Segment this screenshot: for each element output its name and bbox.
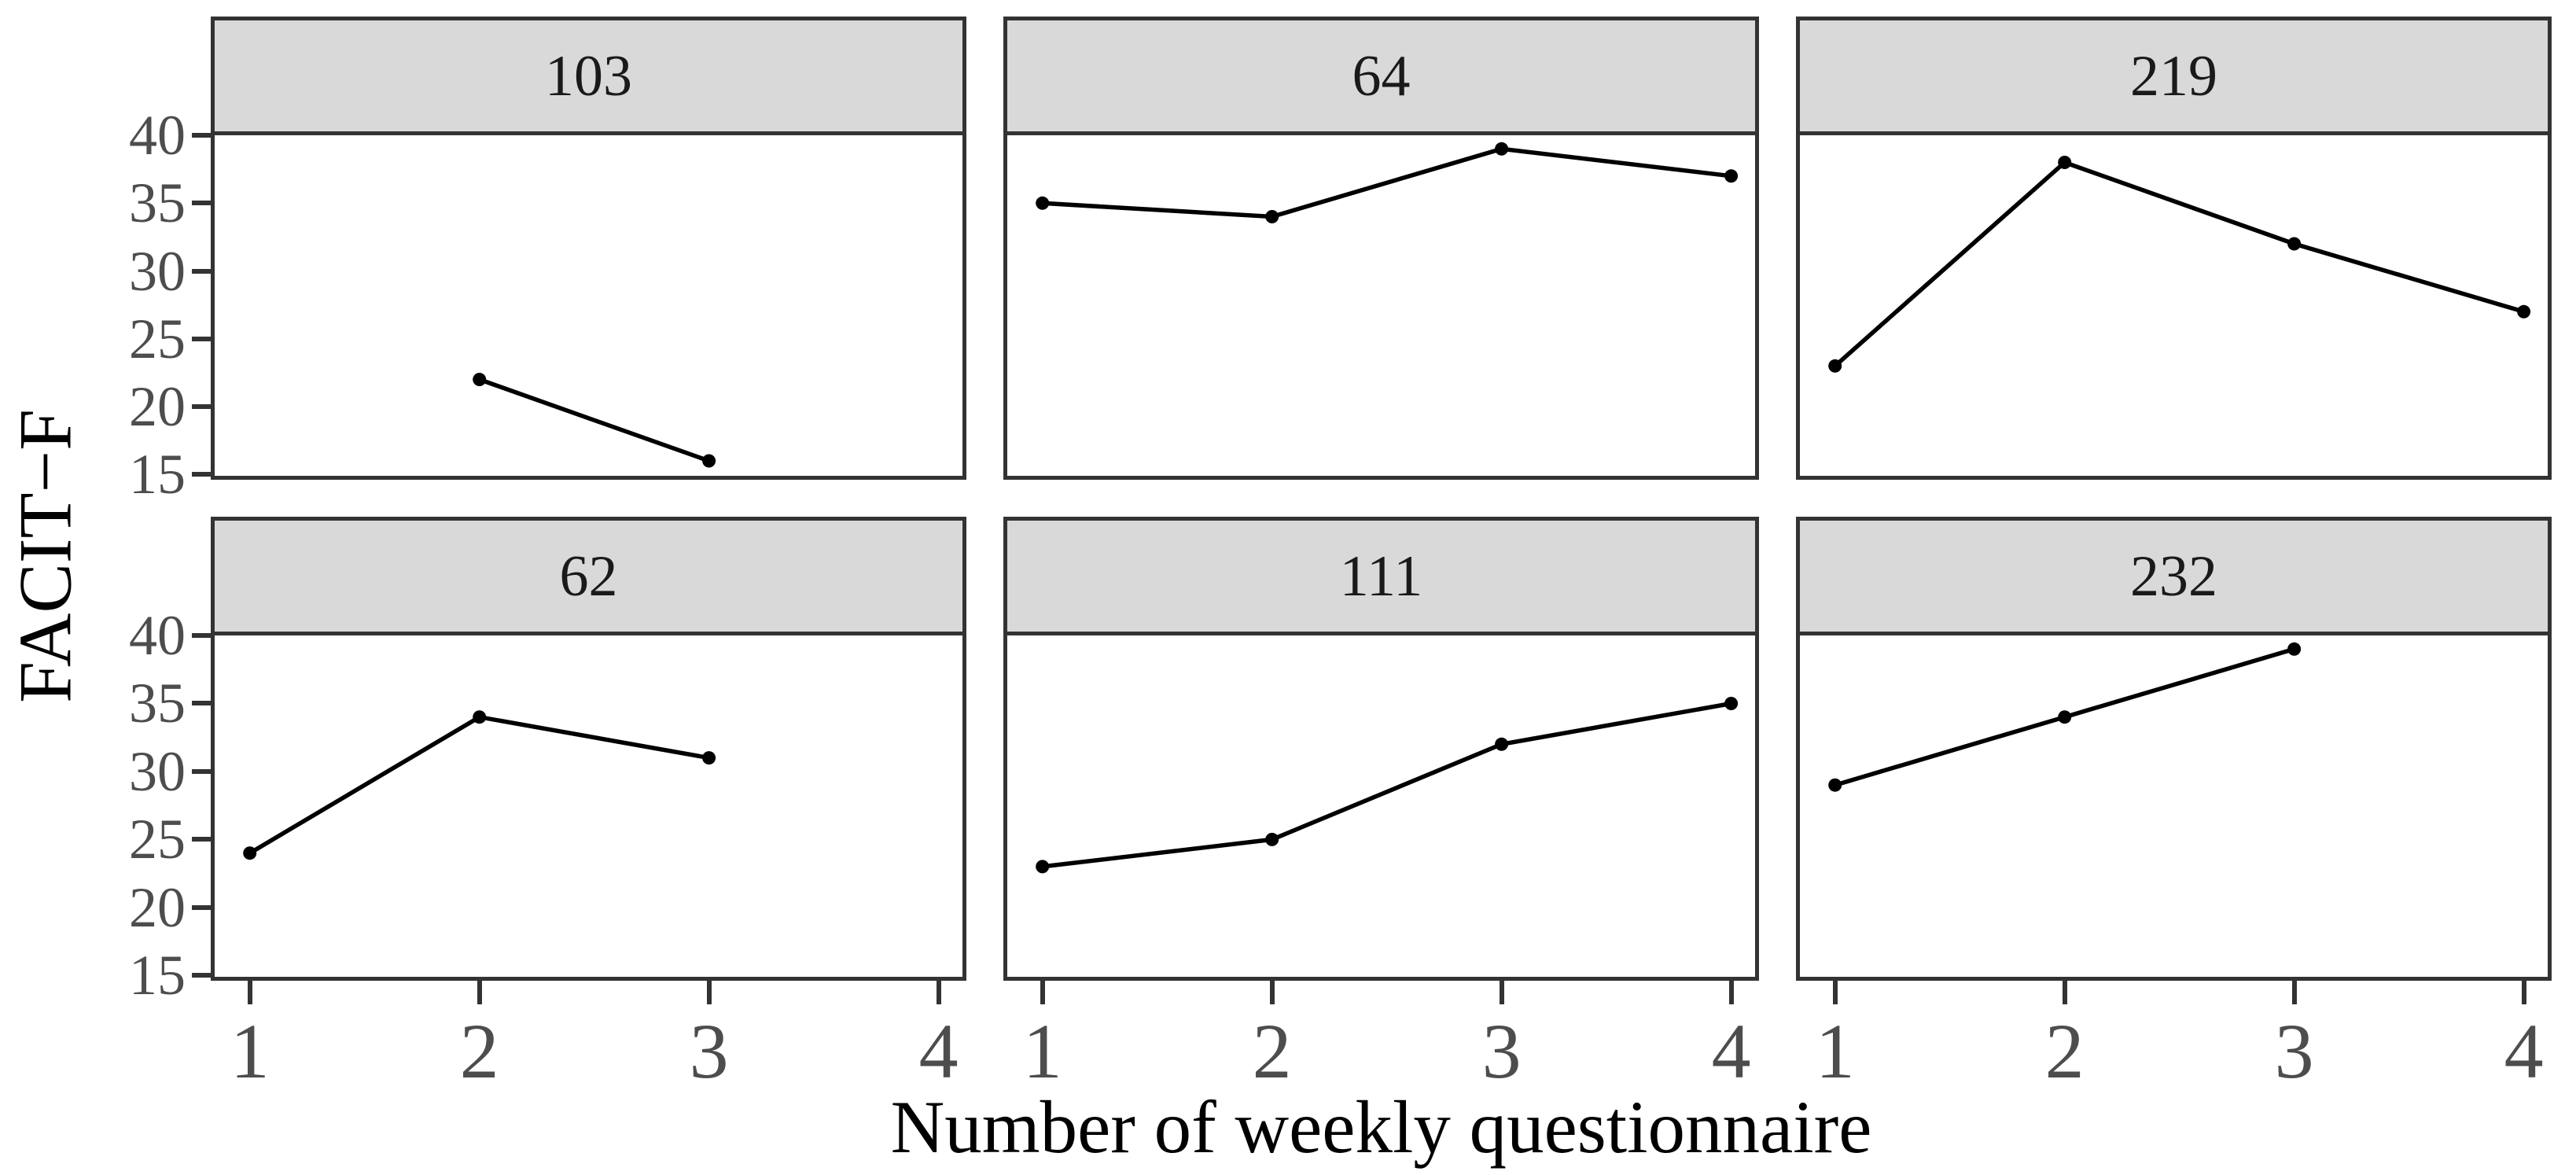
y-tick-label: 35 — [129, 171, 186, 235]
y-tick-mark — [192, 133, 211, 138]
y-tick-mark — [192, 336, 211, 341]
y-tick-label: 30 — [129, 739, 186, 803]
facet-strip-label: 219 — [2130, 43, 2217, 109]
facet-strip-label: 111 — [1339, 543, 1423, 609]
data-point — [473, 710, 487, 724]
data-point — [702, 751, 716, 765]
facet-strip: 232 — [1796, 517, 2552, 632]
facet-plot-area — [243, 710, 716, 860]
data-point — [1828, 359, 1842, 373]
facet-strip-label: 232 — [2130, 543, 2217, 609]
facet-strip: 103 — [211, 17, 966, 131]
y-tick-label: 35 — [129, 672, 186, 735]
data-point — [1265, 832, 1279, 846]
x-tick-mark — [1499, 981, 1504, 1004]
y-tick-label: 40 — [129, 104, 186, 167]
y-tick-mark — [192, 904, 211, 910]
data-point — [2287, 237, 2302, 251]
y-tick-label: 20 — [129, 375, 186, 439]
y-tick-mark — [192, 472, 211, 477]
y-tick-label: 15 — [129, 443, 186, 506]
facet-strip-label: 103 — [545, 43, 632, 109]
facet-plot-area — [473, 373, 716, 468]
x-tick-label: 1 — [1022, 1007, 1062, 1095]
facet-panel — [1003, 131, 1759, 480]
y-tick-mark — [192, 973, 211, 978]
facet-panel — [211, 131, 966, 480]
data-point — [702, 454, 716, 468]
facet-strip: 111 — [1003, 517, 1759, 632]
x-tick-mark — [247, 981, 252, 1004]
data-line — [1042, 146, 1731, 219]
facet-plot-area — [1828, 156, 2531, 373]
data-point — [243, 846, 257, 860]
y-tick-label: 30 — [129, 239, 186, 303]
y-tick-mark — [192, 201, 211, 206]
data-point — [2058, 156, 2072, 169]
x-tick-label: 4 — [918, 1007, 959, 1095]
facet-plot-area — [1828, 642, 2302, 792]
facet-panel — [211, 632, 966, 981]
x-tick-mark — [936, 981, 941, 1004]
data-point — [1724, 697, 1739, 710]
data-point — [2058, 710, 2072, 724]
data-point — [1036, 860, 1050, 874]
y-tick-label: 15 — [129, 944, 186, 1007]
data-point — [1828, 778, 1842, 792]
data-line — [248, 714, 710, 856]
x-tick-mark — [2291, 981, 2297, 1004]
x-tick-label: 3 — [1481, 1007, 1522, 1095]
facet-strip: 64 — [1003, 17, 1759, 131]
facet-plot-area — [1036, 697, 1739, 874]
facet-strip: 219 — [1796, 17, 2552, 131]
x-tick-label: 4 — [1711, 1007, 1751, 1095]
x-tick-mark — [1832, 981, 1838, 1004]
facet-strip-label: 62 — [559, 543, 618, 609]
data-line — [478, 377, 710, 463]
data-line — [1833, 160, 2525, 368]
x-tick-label: 4 — [2504, 1007, 2544, 1095]
x-tick-label: 2 — [459, 1007, 499, 1095]
y-tick-mark — [192, 268, 211, 274]
x-axis-title: Number of weekly questionnaire — [890, 1085, 1872, 1169]
y-tick-label: 40 — [129, 604, 186, 667]
facet-panel — [1796, 131, 2552, 480]
y-tick-mark — [192, 837, 211, 842]
x-tick-label: 2 — [1252, 1007, 1292, 1095]
x-tick-label: 3 — [689, 1007, 729, 1095]
x-tick-mark — [1269, 981, 1275, 1004]
y-tick-label: 25 — [129, 307, 186, 370]
x-tick-mark — [1728, 981, 1734, 1004]
y-tick-label: 25 — [129, 808, 186, 871]
x-tick-mark — [1040, 981, 1045, 1004]
data-point — [2287, 642, 2302, 656]
x-tick-mark — [2521, 981, 2526, 1004]
facet-plot-area — [1036, 142, 1739, 223]
facet-strip: 62 — [211, 517, 966, 632]
x-tick-label: 1 — [230, 1007, 270, 1095]
x-tick-mark — [2062, 981, 2067, 1004]
data-point — [2517, 304, 2531, 319]
y-tick-mark — [192, 404, 211, 410]
data-point — [1265, 210, 1279, 223]
y-tick-mark — [192, 701, 211, 706]
facet-panel — [1796, 632, 2552, 981]
x-tick-label: 1 — [1815, 1007, 1855, 1095]
data-point — [473, 373, 487, 386]
y-tick-mark — [192, 768, 211, 774]
data-point — [1724, 169, 1739, 183]
y-tick-label: 20 — [129, 875, 186, 939]
x-tick-label: 3 — [2274, 1007, 2314, 1095]
data-point — [1495, 142, 1509, 156]
facet-strip-label: 64 — [1352, 43, 1411, 109]
data-point — [1036, 196, 1050, 210]
x-tick-mark — [706, 981, 712, 1004]
data-line — [1042, 701, 1732, 869]
x-tick-mark — [477, 981, 482, 1004]
y-tick-mark — [192, 633, 211, 638]
x-tick-label: 2 — [2044, 1007, 2085, 1095]
facet-panel — [1003, 632, 1759, 981]
data-point — [1495, 737, 1509, 751]
